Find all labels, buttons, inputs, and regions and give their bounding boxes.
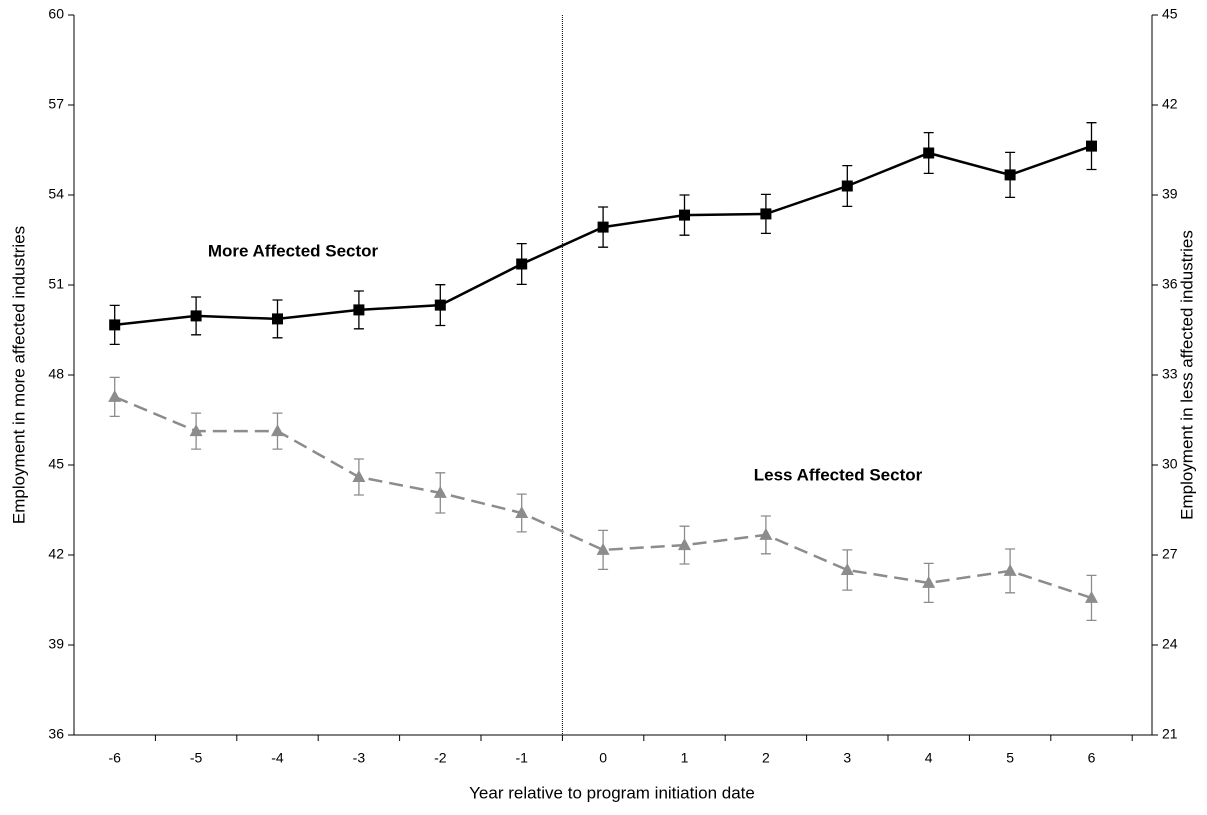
y2-tick-label: 30	[1162, 456, 1178, 472]
marker	[109, 319, 121, 331]
x-tick-label: 6	[1088, 750, 1096, 766]
y2-tick-label: 39	[1162, 186, 1178, 202]
y2-tick-label: 45	[1162, 6, 1178, 22]
marker	[841, 180, 853, 192]
y-tick-label: 48	[48, 366, 64, 382]
marker	[1003, 563, 1017, 576]
y-axis-label: Employment in more affected industries	[9, 226, 28, 524]
marker	[1004, 169, 1016, 181]
y2-tick-label: 33	[1162, 366, 1178, 382]
y-tick-label: 39	[48, 636, 64, 652]
marker	[1086, 140, 1097, 152]
x-tick-label: -4	[271, 750, 284, 766]
x-tick-label: -1	[515, 750, 528, 766]
y2-tick-label: 24	[1162, 636, 1178, 652]
marker	[272, 313, 283, 325]
y-tick-label: 51	[48, 276, 64, 292]
marker	[760, 208, 772, 220]
x-tick-label: -5	[190, 750, 203, 766]
marker	[596, 542, 610, 555]
marker	[352, 470, 366, 482]
y-tick-label: 60	[48, 6, 64, 22]
x-tick-label: 4	[925, 750, 933, 766]
x-tick-label: 3	[843, 750, 851, 766]
annotation: Less Affected Sector	[754, 465, 923, 484]
marker	[434, 299, 446, 311]
annotation: More Affected Sector	[208, 241, 379, 260]
y-tick-label: 57	[48, 96, 64, 112]
y2-tick-label: 36	[1162, 276, 1178, 292]
x-tick-label: 2	[762, 750, 770, 766]
marker	[679, 209, 690, 221]
marker	[840, 563, 854, 575]
marker	[353, 304, 365, 316]
marker	[433, 485, 447, 498]
marker	[515, 506, 529, 518]
y-tick-label: 42	[48, 546, 64, 562]
x-tick-label: 5	[1006, 750, 1014, 766]
y2-axis-label: Employment in less affected industries	[1177, 230, 1196, 520]
x-tick-label: -3	[353, 750, 366, 766]
marker	[922, 575, 936, 588]
marker	[759, 527, 773, 540]
y-tick-label: 54	[48, 186, 64, 202]
marker	[271, 424, 284, 437]
marker	[189, 424, 203, 437]
y-tick-label: 36	[48, 726, 64, 742]
y-tick-label: 45	[48, 456, 64, 472]
marker	[516, 258, 528, 270]
y2-tick-label: 42	[1162, 96, 1178, 112]
x-axis-label: Year relative to program initiation date	[469, 783, 755, 802]
x-tick-label: 0	[599, 750, 607, 766]
marker	[1085, 590, 1098, 603]
x-tick-label: -6	[108, 750, 121, 766]
marker	[190, 310, 202, 322]
y2-tick-label: 21	[1162, 726, 1178, 742]
marker	[597, 221, 609, 233]
marker	[108, 389, 122, 402]
marker	[923, 147, 935, 159]
y2-tick-label: 27	[1162, 546, 1178, 562]
x-tick-label: 1	[681, 750, 689, 766]
marker	[678, 538, 691, 551]
x-tick-label: -2	[434, 750, 447, 766]
